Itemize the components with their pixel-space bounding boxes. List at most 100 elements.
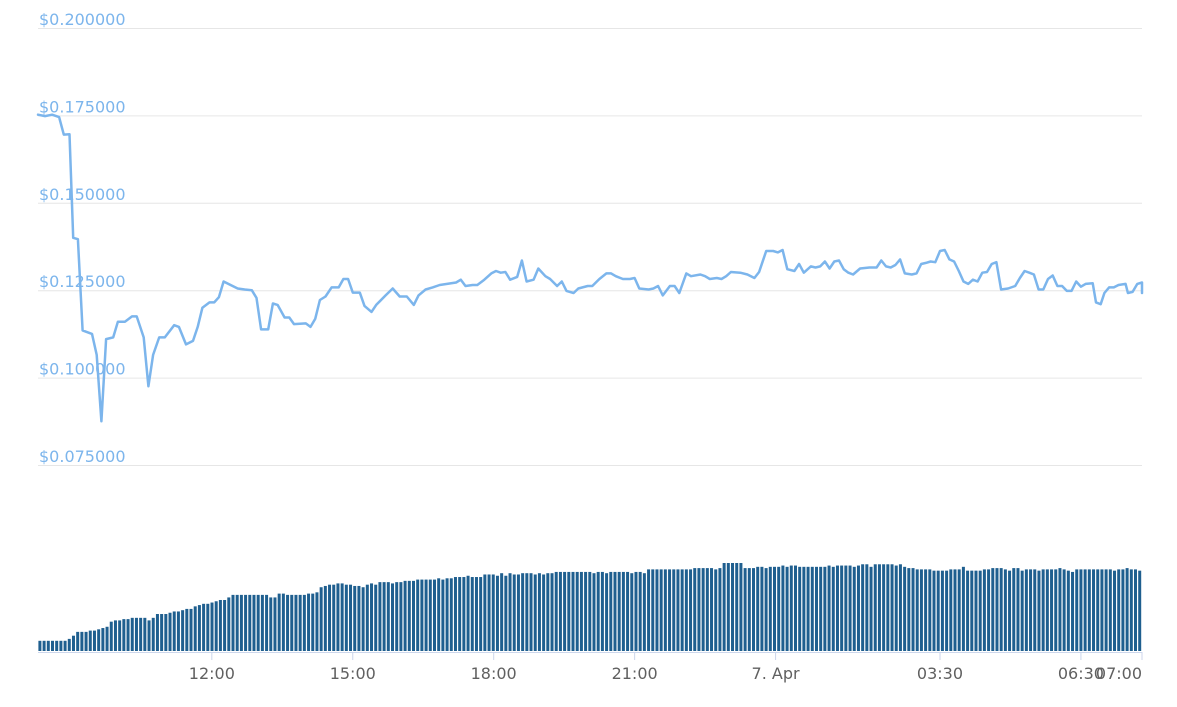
volume-bar [852,566,856,651]
price-line [36,113,1144,423]
volume-bars [38,563,1142,651]
volume-bar [164,614,168,651]
volume-bar [588,571,592,651]
volume-bar [353,585,357,651]
volume-bar [1058,568,1062,651]
volume-bar [386,582,390,651]
volume-bar [982,569,986,651]
volume-bar [999,568,1003,651]
volume-bar [957,569,961,651]
volume-bar [672,569,676,651]
volume-bar [307,593,311,651]
volume-bar [571,571,575,651]
volume-bar [332,584,336,651]
volume-bar [50,640,54,651]
volume-bar [378,582,382,651]
volume-bar [710,568,714,651]
volume-bar [256,594,260,651]
volume-bar [521,573,525,651]
volume-bar [382,582,386,651]
volume-bar [814,566,818,651]
volume-bar [600,571,604,651]
volume-bar [1079,569,1083,651]
volume-bar [827,565,831,651]
volume-bar [579,571,583,651]
volume-bar [668,569,672,651]
volume-bar [84,631,88,651]
volume-bar [168,612,172,651]
volume-bar [525,573,529,651]
volume-bar [697,568,701,651]
volume-bar [970,570,974,651]
volume-bar [1012,568,1016,651]
volume-bar [516,574,520,651]
volume-bar [1054,569,1058,651]
volume-bar [701,568,705,651]
volume-bar [428,579,432,651]
volume-bar [370,583,374,651]
volume-bar [504,575,508,651]
volume-bar [886,564,890,651]
volume-bar [835,565,839,651]
volume-bar [319,587,323,651]
volume-bar [1092,569,1096,651]
volume-bar [508,573,512,651]
volume-bar [214,601,218,651]
volume-bar [546,573,550,651]
volume-bar [735,563,739,651]
volume-bar [869,566,873,651]
volume-bar [1041,569,1045,651]
x-axis: 12:00 15:00 18:00 21:00 7. Apr 03:30 06:3007:0… [38,652,1143,683]
volume-bar [206,603,210,651]
volume-bar [630,573,634,651]
volume-bar [458,577,462,651]
volume-bar [882,564,886,651]
volume-bar [705,568,709,651]
volume-bar [227,597,231,651]
volume-bar [1121,569,1125,651]
volume-bar [752,568,756,651]
volume-bar [160,614,164,651]
volume-bar [894,565,898,651]
volume-bar [290,594,294,651]
volume-bar [424,579,428,651]
volume-bar [743,568,747,651]
volume-bar [1071,571,1075,651]
volume-bar [638,571,642,651]
volume-bar [907,568,911,651]
volume-bar [244,594,248,651]
volume-bar [806,566,810,651]
volume-bar [768,566,772,651]
volume-bar [46,640,50,651]
volume-bar [987,569,991,651]
volume-bar [966,570,970,651]
volume-bar [495,575,499,651]
volume-bar [1037,570,1041,651]
x-tick-label: 06:30 [1058,664,1104,683]
volume-bar [197,605,201,651]
volume-bar [726,563,730,651]
volume-bar [924,569,928,651]
volume-bar [877,564,881,651]
volume-bar [844,565,848,651]
volume-bar [1129,569,1133,651]
volume-bar [155,614,159,651]
volume-bar [474,577,478,651]
volume-bar [840,565,844,651]
x-tick-label: 21:00 [612,664,658,683]
volume-bar [97,629,101,651]
volume-bar [113,620,117,651]
volume-bar [915,569,919,651]
volume-bar [831,566,835,651]
volume-bar [218,599,222,651]
volume-bar [856,565,860,651]
volume-bar [139,617,143,651]
volume-bar [323,585,327,651]
volume-bar [798,566,802,651]
volume-bar [919,569,923,651]
volume-bar [651,569,655,651]
volume-bar [512,574,516,651]
volume-bar [1024,569,1028,651]
volume-bar [453,577,457,651]
volume-bar [940,570,944,651]
